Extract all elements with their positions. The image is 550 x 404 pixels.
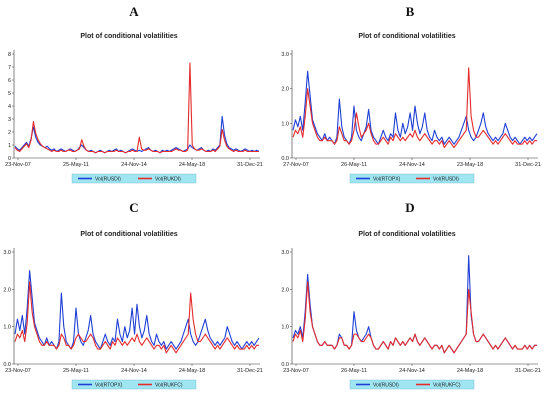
x-tick-label: 31-Dec-21 xyxy=(237,368,263,374)
y-tick-label: 5 xyxy=(8,91,11,97)
legend-label: Vol(RUSDI) xyxy=(373,382,399,388)
series-line-2 xyxy=(292,67,537,149)
x-tick-label: 24-Nov-14 xyxy=(121,368,147,374)
x-tick-label: 31-Dec-21 xyxy=(515,368,541,374)
x-tick-label: 24-May-18 xyxy=(179,368,205,374)
y-tick-label: 1 xyxy=(8,143,11,149)
x-tick-label: 24-Nov-14 xyxy=(399,368,425,374)
x-tick-label: 26-May-11 xyxy=(341,368,367,374)
chart-title: Plot of conditional volatilities xyxy=(358,231,455,238)
series-line-1 xyxy=(14,270,260,350)
x-tick-label: 31-Dec-21 xyxy=(515,162,541,168)
y-tick-label: 3 xyxy=(8,117,11,123)
x-tick-label: 25-May-11 xyxy=(63,368,89,374)
chart-title: Plot of conditional volatilities xyxy=(80,33,177,40)
series-line-2 xyxy=(14,281,259,354)
x-tick-label: 23-Nov-07 xyxy=(283,368,309,374)
y-tick-label: 0 xyxy=(8,156,11,162)
y-tick-label: 3.0 xyxy=(281,52,289,58)
panel-letter-c: C xyxy=(129,200,139,215)
x-tick-label: 24-May-18 xyxy=(457,368,483,374)
x-tick-label: 23-Nov-07 xyxy=(5,162,31,168)
panel-letter-d: D xyxy=(405,200,415,215)
x-tick-label: 25-May-11 xyxy=(63,162,89,168)
x-tick-label: 31-Dec-21 xyxy=(237,162,263,168)
series-line-1 xyxy=(292,255,537,354)
chart-a: Plot of conditional volatilities 0 1 2 3 4 5 6 7… xyxy=(5,33,263,184)
y-tick-label: 0.0 xyxy=(3,362,11,368)
series-line-1 xyxy=(14,115,260,154)
legend-label: Vol(RTOPX) xyxy=(95,382,123,388)
x-tick-label: 24-Nov-14 xyxy=(121,162,147,168)
x-tick-label: 26-May-11 xyxy=(341,162,367,168)
y-tick-label: 2.0 xyxy=(281,287,289,293)
x-tick-label: 27-Nov-07 xyxy=(283,162,309,168)
chart-d: Plot of conditional volatilities 0.0 1.0 2.… xyxy=(281,231,541,390)
x-tick-label: 24-Nov-14 xyxy=(399,162,425,168)
chart-title: Plot of conditional volatilities xyxy=(80,231,177,238)
panel-letter-b: B xyxy=(405,4,415,19)
y-tick-label: 4 xyxy=(8,104,11,110)
series-line-2 xyxy=(14,62,259,154)
y-tick-label: 1.0 xyxy=(281,325,289,331)
y-tick-label: 2 xyxy=(8,130,11,136)
chart-c: Plot of conditional volatilities 0.0 1.0 2.… xyxy=(3,231,263,390)
series-line-2 xyxy=(292,281,537,354)
chart-b: Plot of conditional volatilities 0.0 1.0 2.… xyxy=(281,33,541,184)
y-tick-label: 7 xyxy=(8,65,11,71)
y-tick-label: 3.0 xyxy=(281,250,289,256)
legend-box xyxy=(349,379,475,390)
y-tick-label: 0.0 xyxy=(281,156,289,162)
x-tick-label: 24-May-18 xyxy=(179,162,205,168)
legend-label: Vol(RUKFC) xyxy=(433,382,461,388)
legend-box xyxy=(71,379,197,390)
y-tick-label: 6 xyxy=(8,78,11,84)
y-tick-label: 8 xyxy=(8,52,11,58)
y-tick-label: 3.0 xyxy=(3,250,11,256)
y-tick-label: 2.0 xyxy=(3,287,11,293)
legend-label: Vol(RUKDI) xyxy=(155,176,181,182)
x-tick-label: 23-May-18 xyxy=(457,162,483,168)
legend-box xyxy=(349,173,475,184)
x-tick-label: 23-Nov-07 xyxy=(5,368,31,374)
y-tick-label: 0.0 xyxy=(281,362,289,368)
chart-title: Plot of conditional volatilities xyxy=(358,33,455,40)
y-tick-label: 1.0 xyxy=(281,121,289,127)
y-tick-label: 2.0 xyxy=(281,87,289,93)
legend-label: Vol(RUKFC) xyxy=(155,382,183,388)
series-line-1 xyxy=(292,70,538,145)
legend-label: Vol(RUSDI) xyxy=(95,176,121,182)
legend-box xyxy=(71,173,197,184)
panel-letter-a: A xyxy=(129,4,139,19)
legend-label: Vol(RUSDI) xyxy=(433,176,459,182)
legend-label: Vol(RTOPX) xyxy=(373,176,401,182)
y-tick-label: 1.0 xyxy=(3,325,11,331)
